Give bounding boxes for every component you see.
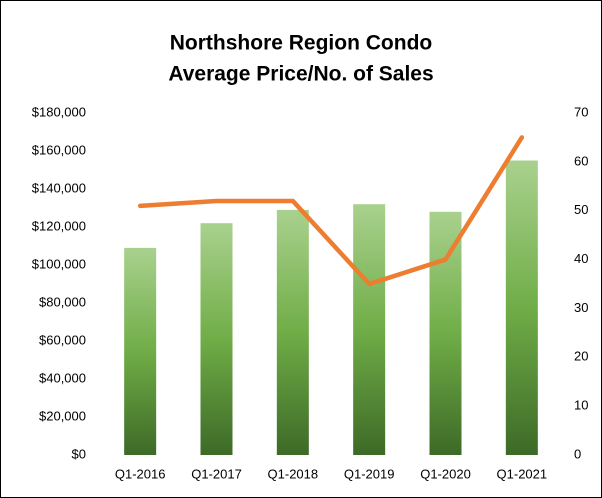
line bbox=[137, 135, 525, 287]
chart-title: Northshore Region Condo bbox=[170, 32, 432, 55]
x-tick-label: Q1-2021 bbox=[497, 466, 548, 481]
y2-tick-label: 30 bbox=[574, 300, 588, 315]
chart-title: Average Price/No. of Sales bbox=[168, 63, 433, 86]
y2-tick-label: 10 bbox=[574, 398, 588, 413]
y2-tick-label: 40 bbox=[574, 251, 588, 266]
y2-tick-label: 0 bbox=[574, 446, 581, 461]
y-tick-label: $140,000 bbox=[32, 180, 86, 195]
x-tick-label: Q1-2017 bbox=[191, 466, 242, 481]
bar bbox=[353, 204, 386, 455]
y-tick-label: $180,000 bbox=[32, 104, 86, 119]
y2-tick-label: 60 bbox=[574, 153, 588, 168]
x-tick-label: Q1-2018 bbox=[268, 466, 319, 481]
y2-tick-label: 20 bbox=[574, 349, 588, 364]
y-tick-label: $120,000 bbox=[32, 218, 86, 233]
y-tick-label: $40,000 bbox=[39, 370, 86, 385]
y-tick-label: $60,000 bbox=[39, 332, 86, 347]
bar bbox=[429, 211, 462, 455]
x-tick-label: Q1-2016 bbox=[115, 466, 166, 481]
y2-tick-label: 50 bbox=[574, 202, 588, 217]
x-tick-label: Q1-2019 bbox=[344, 466, 395, 481]
y-tick-label: $20,000 bbox=[39, 408, 86, 423]
bar bbox=[276, 209, 309, 455]
y-tick-label: $100,000 bbox=[32, 256, 86, 271]
y-tick-label: $160,000 bbox=[32, 142, 86, 157]
y-tick-label: $80,000 bbox=[39, 294, 86, 309]
y2-tick-label: 70 bbox=[574, 104, 588, 119]
y-tick-label: $0 bbox=[72, 446, 86, 461]
bar bbox=[505, 160, 538, 455]
x-tick-label: Q1-2020 bbox=[420, 466, 471, 481]
bar bbox=[124, 247, 157, 455]
bar bbox=[200, 223, 233, 455]
